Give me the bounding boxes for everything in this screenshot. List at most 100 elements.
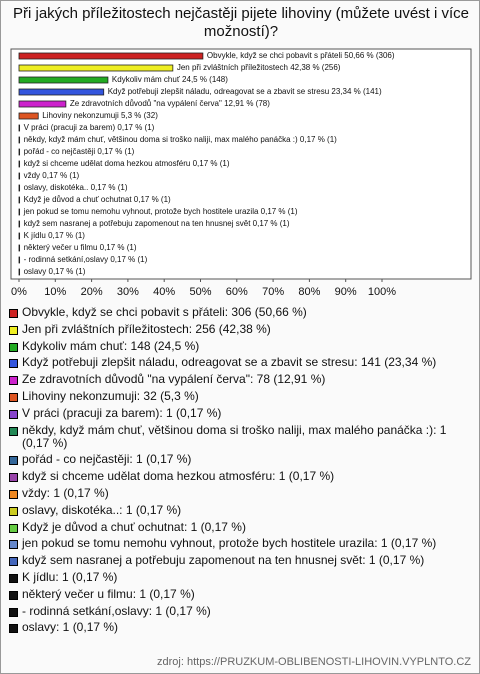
bar xyxy=(18,124,21,132)
legend-swatch xyxy=(9,624,18,634)
legend-item: Ze zdravotních důvodů "na vypálení červa… xyxy=(9,373,471,386)
source: zdroj: https://PRUZKUM-OBLIBENOSTI-LIHOV… xyxy=(157,656,471,668)
legend-item: některý večer u filmu: 1 (0,17 %) xyxy=(9,586,471,601)
chart: 0% 10% 20% 30% 40% 50% 60% 70% 80% 90% 100% Obvykle… xyxy=(10,48,472,298)
x-tick-label: 20% xyxy=(81,286,103,298)
x-tick-label: 80% xyxy=(298,286,320,298)
legend-swatch xyxy=(9,489,18,499)
legend: Obvykle, když se chci pobavit s přáteli:… xyxy=(9,306,471,638)
legend-item: oslavy: 1 (0,17 %) xyxy=(9,621,471,634)
bar xyxy=(18,52,204,60)
legend-item: - rodinná setkání,oslavy: 1 (0,17 %) xyxy=(9,603,471,618)
bar-label: Ze zdravotních důvodů "na vypálení červa… xyxy=(70,99,270,108)
legend-label: Jen při zvláštních příležitostech: 256 (… xyxy=(22,321,271,336)
legend-swatch xyxy=(9,309,18,318)
bar xyxy=(18,220,21,228)
bar-label: když sem nasranej a potřebuju zapomenout… xyxy=(24,219,290,228)
bar xyxy=(18,160,21,168)
legend-item: oslavy, diskotéka..: 1 (0,17 %) xyxy=(9,502,471,517)
legend-item: Když je důvod a chuť ochutnat: 1 (0,17 %… xyxy=(9,519,471,534)
legend-swatch xyxy=(9,376,18,386)
legend-label: Když potřebuji zlepšit náladu, odreagova… xyxy=(22,355,437,370)
legend-item: někdy, když mám chuť, většinou doma si t… xyxy=(9,422,471,450)
bar-label: V práci (pracuji za barem) 0,17 % (1) xyxy=(24,123,155,132)
legend-swatch xyxy=(9,342,18,352)
bar-label: některý večer u filmu 0,17 % (1) xyxy=(24,243,137,252)
bar-label: vždy 0,17 % (1) xyxy=(24,171,80,180)
bar-label: Lihoviny nekonzumuji 5,3 % (32) xyxy=(42,111,158,120)
legend-item: Lihoviny nekonzumuji: 32 (5,3 %) xyxy=(9,389,471,403)
legend-label: Ze zdravotních důvodů "na vypálení červa… xyxy=(22,372,326,387)
legend-item: když si chceme udělat doma hezkou atmosf… xyxy=(9,470,471,483)
bar-label: Když potřebuji zlepšit náladu, odreagova… xyxy=(108,87,382,96)
legend-item: Jen při zvláštních příležitostech: 256 (… xyxy=(9,321,471,336)
bar-label: oslavy, diskotéka.. 0,17 % (1) xyxy=(24,183,128,192)
legend-item: když sem nasranej a potřebuju zapomenout… xyxy=(9,554,471,567)
legend-label: některý večer u filmu: 1 (0,17 %) xyxy=(22,586,195,601)
legend-label: Kdykoliv mám chuť: 148 (24,5 %) xyxy=(22,338,200,353)
bar xyxy=(18,244,21,252)
bar xyxy=(18,100,67,108)
legend-item: pořád - co nejčastěji: 1 (0,17 %) xyxy=(9,453,471,466)
bar-label: Kdykoliv mám chuť 24,5 % (148) xyxy=(112,75,228,84)
legend-item: jen pokud se tomu nemohu vyhnout, protož… xyxy=(9,537,471,550)
x-tick-label: 50% xyxy=(189,286,211,298)
x-tick-label: 10% xyxy=(44,286,66,298)
legend-swatch xyxy=(9,325,18,335)
legend-item: K jídlu: 1 (0,17 %) xyxy=(9,569,471,584)
bar-label: když si chceme udělat doma hezkou atmosf… xyxy=(24,159,230,168)
legend-label: jen pokud se tomu nemohu vyhnout, protož… xyxy=(22,536,437,551)
legend-swatch xyxy=(9,573,18,583)
legend-swatch xyxy=(9,456,18,466)
bar-label: jen pokud se tomu nemohu vyhnout, protož… xyxy=(23,207,298,216)
bar xyxy=(18,88,105,96)
bar xyxy=(18,112,39,120)
x-tick-label: 70% xyxy=(262,286,284,298)
bar xyxy=(18,268,21,276)
bar xyxy=(18,256,21,264)
legend-label: když sem nasranej a potřebuju zapomenout… xyxy=(22,553,425,568)
legend-label: Když je důvod a chuť ochutnat: 1 (0,17 %… xyxy=(22,519,246,534)
x-tick-label: 90% xyxy=(335,286,357,298)
bar xyxy=(18,208,21,216)
bar-label: - rodinná setkání,oslavy 0,17 % (1) xyxy=(24,255,148,264)
x-tick-label: 60% xyxy=(226,286,248,298)
legend-label: - rodinná setkání,oslavy: 1 (0,17 %) xyxy=(22,603,211,618)
chart-title: Při jakých příležitostech nejčastěji pij… xyxy=(12,5,470,40)
legend-label: vždy: 1 (0,17 %) xyxy=(22,485,109,500)
bar xyxy=(18,136,21,144)
legend-label: pořád - co nejčastěji: 1 (0,17 %) xyxy=(22,452,192,467)
legend-swatch xyxy=(9,506,18,516)
legend-swatch xyxy=(9,557,18,567)
x-tick-label: 100% xyxy=(368,286,396,298)
bar xyxy=(18,76,109,84)
bar-label: oslavy 0,17 % (1) xyxy=(24,267,86,276)
bar-label: Obvykle, když se chci pobavit s přáteli … xyxy=(207,51,395,60)
legend-swatch xyxy=(9,359,18,369)
bar-label: Když je důvod a chuť ochutnat 0,17 % (1) xyxy=(24,195,171,204)
legend-label: když si chceme udělat doma hezkou atmosf… xyxy=(22,469,335,484)
legend-label: oslavy, diskotéka..: 1 (0,17 %) xyxy=(22,502,182,517)
plot-frame xyxy=(10,48,472,280)
legend-swatch xyxy=(9,590,18,600)
legend-label: Obvykle, když se chci pobavit s přáteli:… xyxy=(22,305,307,319)
legend-swatch xyxy=(9,392,18,402)
bar xyxy=(18,64,174,72)
legend-item: vždy: 1 (0,17 %) xyxy=(9,485,471,500)
bar xyxy=(18,232,21,240)
x-tick-label: 30% xyxy=(117,286,139,298)
bar-label: pořád - co nejčastěji 0,17 % (1) xyxy=(24,147,135,156)
legend-label: někdy, když mám chuť, většinou doma si t… xyxy=(22,422,447,450)
legend-swatch xyxy=(9,540,18,550)
legend-label: oslavy: 1 (0,17 %) xyxy=(22,620,119,635)
legend-label: V práci (pracuji za barem): 1 (0,17 %) xyxy=(22,405,222,420)
legend-swatch xyxy=(9,523,18,533)
bar-label: K jídlu 0,17 % (1) xyxy=(24,231,86,240)
x-tick-label: 40% xyxy=(153,286,175,298)
legend-item: Kdykoliv mám chuť: 148 (24,5 %) xyxy=(9,338,471,353)
legend-swatch xyxy=(9,473,18,483)
x-tick-label: 0% xyxy=(11,286,27,298)
legend-label: K jídlu: 1 (0,17 %) xyxy=(22,569,118,584)
bar-label: někdy, když mám chuť, většinou doma si t… xyxy=(24,135,338,144)
bar xyxy=(18,196,21,204)
